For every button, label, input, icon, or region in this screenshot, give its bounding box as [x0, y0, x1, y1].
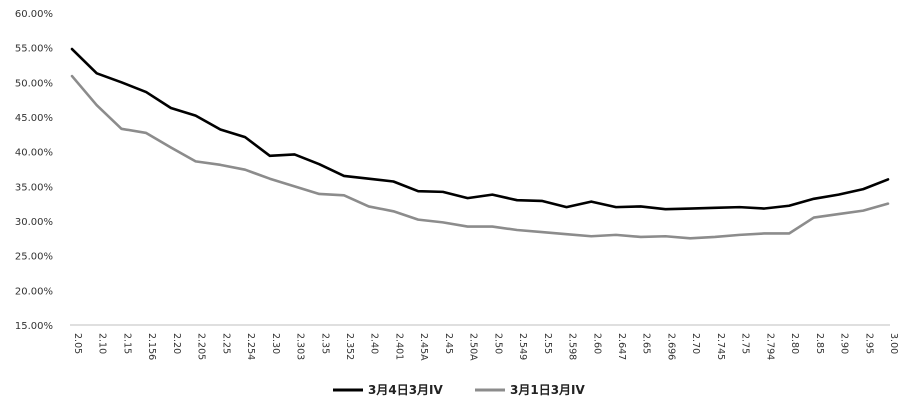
- x-tick-label: 2.65: [641, 333, 652, 354]
- x-tick-label: 2.50: [492, 333, 503, 354]
- x-tick-label: 2.156: [146, 333, 157, 360]
- y-tick-label: 45.00%: [15, 113, 53, 124]
- x-tick-label: 2.303: [295, 333, 306, 360]
- y-axis: 15.00% 20.00% 25.00% 30.00% 35.00% 40.00% 45.0…: [15, 9, 53, 332]
- x-tick-label: 2.60: [591, 333, 602, 354]
- legend-label-series-0: 3月4日3月IV: [368, 383, 444, 397]
- y-tick-label: 60.00%: [15, 9, 53, 20]
- y-tick-label: 15.00%: [15, 321, 53, 332]
- x-tick-label: 2.10: [97, 333, 108, 354]
- x-tick-label: 2.75: [740, 333, 751, 354]
- x-tick-label: 2.254: [245, 333, 256, 360]
- series-line-0: [70, 47, 890, 211]
- x-tick-label: 2.549: [517, 333, 528, 360]
- x-tick-label: 2.85: [814, 333, 825, 354]
- x-tick-label: 2.05: [72, 333, 83, 354]
- x-tick-label: 2.352: [344, 333, 355, 360]
- x-tick-label: 2.40: [369, 333, 380, 354]
- x-tick-label: 2.45: [443, 333, 454, 354]
- legend-label-series-1: 3月1日3月IV: [510, 383, 586, 397]
- y-tick-label: 50.00%: [15, 78, 53, 89]
- x-tick-label: 2.15: [121, 333, 132, 354]
- x-tick-label: 2.80: [789, 333, 800, 354]
- legend: 3月4日3月IV 3月1日3月IV: [333, 383, 586, 397]
- x-tick-label: 2.50A: [468, 333, 479, 361]
- y-tick-label: 20.00%: [15, 286, 53, 297]
- x-tick-label: 2.55: [542, 333, 553, 354]
- x-tick-label: 2.35: [319, 333, 330, 354]
- y-tick-label: 35.00%: [15, 182, 53, 193]
- x-tick-label: 2.745: [715, 333, 726, 360]
- series-line-1: [70, 74, 890, 240]
- x-tick-label: 2.70: [690, 333, 701, 354]
- series-layer: [70, 47, 890, 240]
- x-tick-label: 2.30: [270, 333, 281, 354]
- x-tick-label: 2.20: [171, 333, 182, 354]
- y-tick-label: 25.00%: [15, 252, 53, 263]
- x-tick-label: 2.205: [196, 333, 207, 360]
- x-tick-label: 2.95: [863, 333, 874, 354]
- x-tick-label: 3.00: [888, 333, 899, 354]
- x-tick-label: 2.90: [839, 333, 850, 354]
- y-tick-label: 40.00%: [15, 148, 53, 159]
- x-tick-label: 2.45A: [418, 333, 429, 361]
- x-tick-label: 2.598: [567, 333, 578, 360]
- x-axis: 2.05 2.10 2.15 2.156 2.20 2.205 2.25 2.254 2.30 2…: [70, 324, 899, 361]
- y-tick-label: 55.00%: [15, 44, 53, 55]
- y-tick-label: 30.00%: [15, 217, 53, 228]
- x-tick-label: 2.794: [764, 333, 775, 360]
- x-tick-label: 2.401: [393, 333, 404, 360]
- x-tick-label: 2.647: [616, 333, 627, 360]
- x-tick-label: 2.696: [665, 333, 676, 360]
- x-tick-label: 2.25: [220, 333, 231, 354]
